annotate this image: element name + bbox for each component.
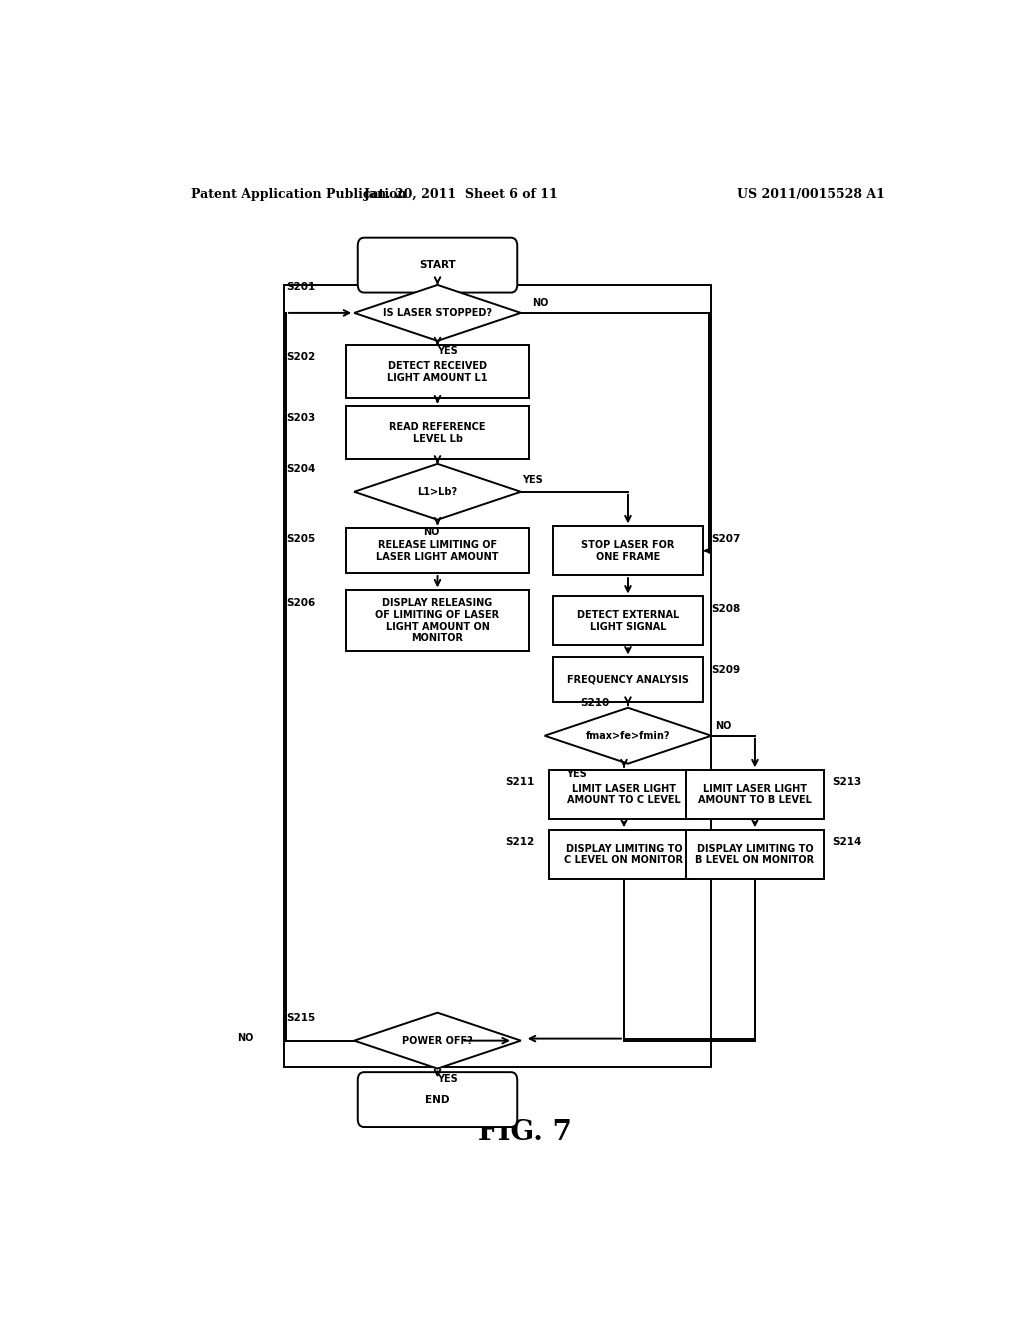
Text: S207: S207 bbox=[712, 533, 740, 544]
Text: S209: S209 bbox=[712, 665, 740, 675]
Text: DISPLAY RELEASING
OF LIMITING OF LASER
LIGHT AMOUNT ON
MONITOR: DISPLAY RELEASING OF LIMITING OF LASER L… bbox=[376, 598, 500, 643]
Polygon shape bbox=[354, 1012, 521, 1069]
Bar bbox=[346, 590, 528, 651]
Bar bbox=[549, 771, 699, 818]
Text: S202: S202 bbox=[287, 351, 316, 362]
Text: S206: S206 bbox=[287, 598, 316, 607]
Text: DETECT RECEIVED
LIGHT AMOUNT L1: DETECT RECEIVED LIGHT AMOUNT L1 bbox=[387, 362, 487, 383]
Bar bbox=[284, 285, 712, 1067]
Text: L1>Lb?: L1>Lb? bbox=[418, 487, 458, 496]
Text: YES: YES bbox=[566, 768, 587, 779]
Text: S211: S211 bbox=[505, 777, 535, 788]
FancyBboxPatch shape bbox=[357, 238, 517, 293]
Text: LIMIT LASER LIGHT
AMOUNT TO C LEVEL: LIMIT LASER LIGHT AMOUNT TO C LEVEL bbox=[567, 784, 681, 805]
Text: S205: S205 bbox=[287, 533, 316, 544]
Text: Jan. 20, 2011  Sheet 6 of 11: Jan. 20, 2011 Sheet 6 of 11 bbox=[364, 189, 559, 202]
Text: S213: S213 bbox=[833, 777, 861, 788]
Bar bbox=[685, 771, 824, 818]
Text: READ REFERENCE
LEVEL Lb: READ REFERENCE LEVEL Lb bbox=[389, 422, 485, 444]
Text: NO: NO bbox=[423, 527, 439, 537]
Bar bbox=[553, 597, 703, 645]
Text: NO: NO bbox=[532, 298, 549, 308]
FancyBboxPatch shape bbox=[357, 1072, 517, 1127]
Text: S201: S201 bbox=[287, 282, 316, 293]
Text: S210: S210 bbox=[581, 698, 609, 709]
Text: YES: YES bbox=[522, 475, 543, 484]
Text: Patent Application Publication: Patent Application Publication bbox=[191, 189, 407, 202]
Bar bbox=[553, 657, 703, 702]
Text: DISPLAY LIMITING TO
C LEVEL ON MONITOR: DISPLAY LIMITING TO C LEVEL ON MONITOR bbox=[564, 843, 683, 866]
Text: US 2011/0015528 A1: US 2011/0015528 A1 bbox=[736, 189, 885, 202]
Polygon shape bbox=[354, 285, 521, 341]
Bar bbox=[553, 527, 703, 576]
Text: FIG. 7: FIG. 7 bbox=[478, 1118, 571, 1146]
Text: END: END bbox=[425, 1094, 450, 1105]
Bar bbox=[549, 830, 699, 879]
Text: YES: YES bbox=[436, 346, 458, 356]
Text: FREQUENCY ANALYSIS: FREQUENCY ANALYSIS bbox=[567, 675, 689, 685]
Text: S215: S215 bbox=[287, 1014, 316, 1023]
Text: RELEASE LIMITING OF
LASER LIGHT AMOUNT: RELEASE LIMITING OF LASER LIGHT AMOUNT bbox=[376, 540, 499, 561]
Text: fmax>fe>fmin?: fmax>fe>fmin? bbox=[586, 731, 671, 741]
Text: NO: NO bbox=[715, 721, 731, 730]
Text: NO: NO bbox=[238, 1032, 254, 1043]
Text: S203: S203 bbox=[287, 413, 316, 422]
Bar bbox=[346, 528, 528, 573]
Text: S208: S208 bbox=[712, 603, 740, 614]
Text: S214: S214 bbox=[833, 837, 861, 847]
Polygon shape bbox=[545, 708, 712, 764]
Text: S204: S204 bbox=[287, 465, 316, 474]
Text: STOP LASER FOR
ONE FRAME: STOP LASER FOR ONE FRAME bbox=[582, 540, 675, 561]
Text: LIMIT LASER LIGHT
AMOUNT TO B LEVEL: LIMIT LASER LIGHT AMOUNT TO B LEVEL bbox=[698, 784, 812, 805]
Text: IS LASER STOPPED?: IS LASER STOPPED? bbox=[383, 308, 492, 318]
Text: DISPLAY LIMITING TO
B LEVEL ON MONITOR: DISPLAY LIMITING TO B LEVEL ON MONITOR bbox=[695, 843, 814, 866]
Text: POWER OFF?: POWER OFF? bbox=[402, 1036, 473, 1045]
Text: DETECT EXTERNAL
LIGHT SIGNAL: DETECT EXTERNAL LIGHT SIGNAL bbox=[577, 610, 679, 632]
Bar bbox=[346, 407, 528, 459]
Text: YES: YES bbox=[436, 1073, 458, 1084]
Bar bbox=[685, 830, 824, 879]
Bar bbox=[346, 346, 528, 399]
Text: S212: S212 bbox=[505, 837, 535, 847]
Polygon shape bbox=[354, 463, 521, 520]
Text: START: START bbox=[419, 260, 456, 271]
